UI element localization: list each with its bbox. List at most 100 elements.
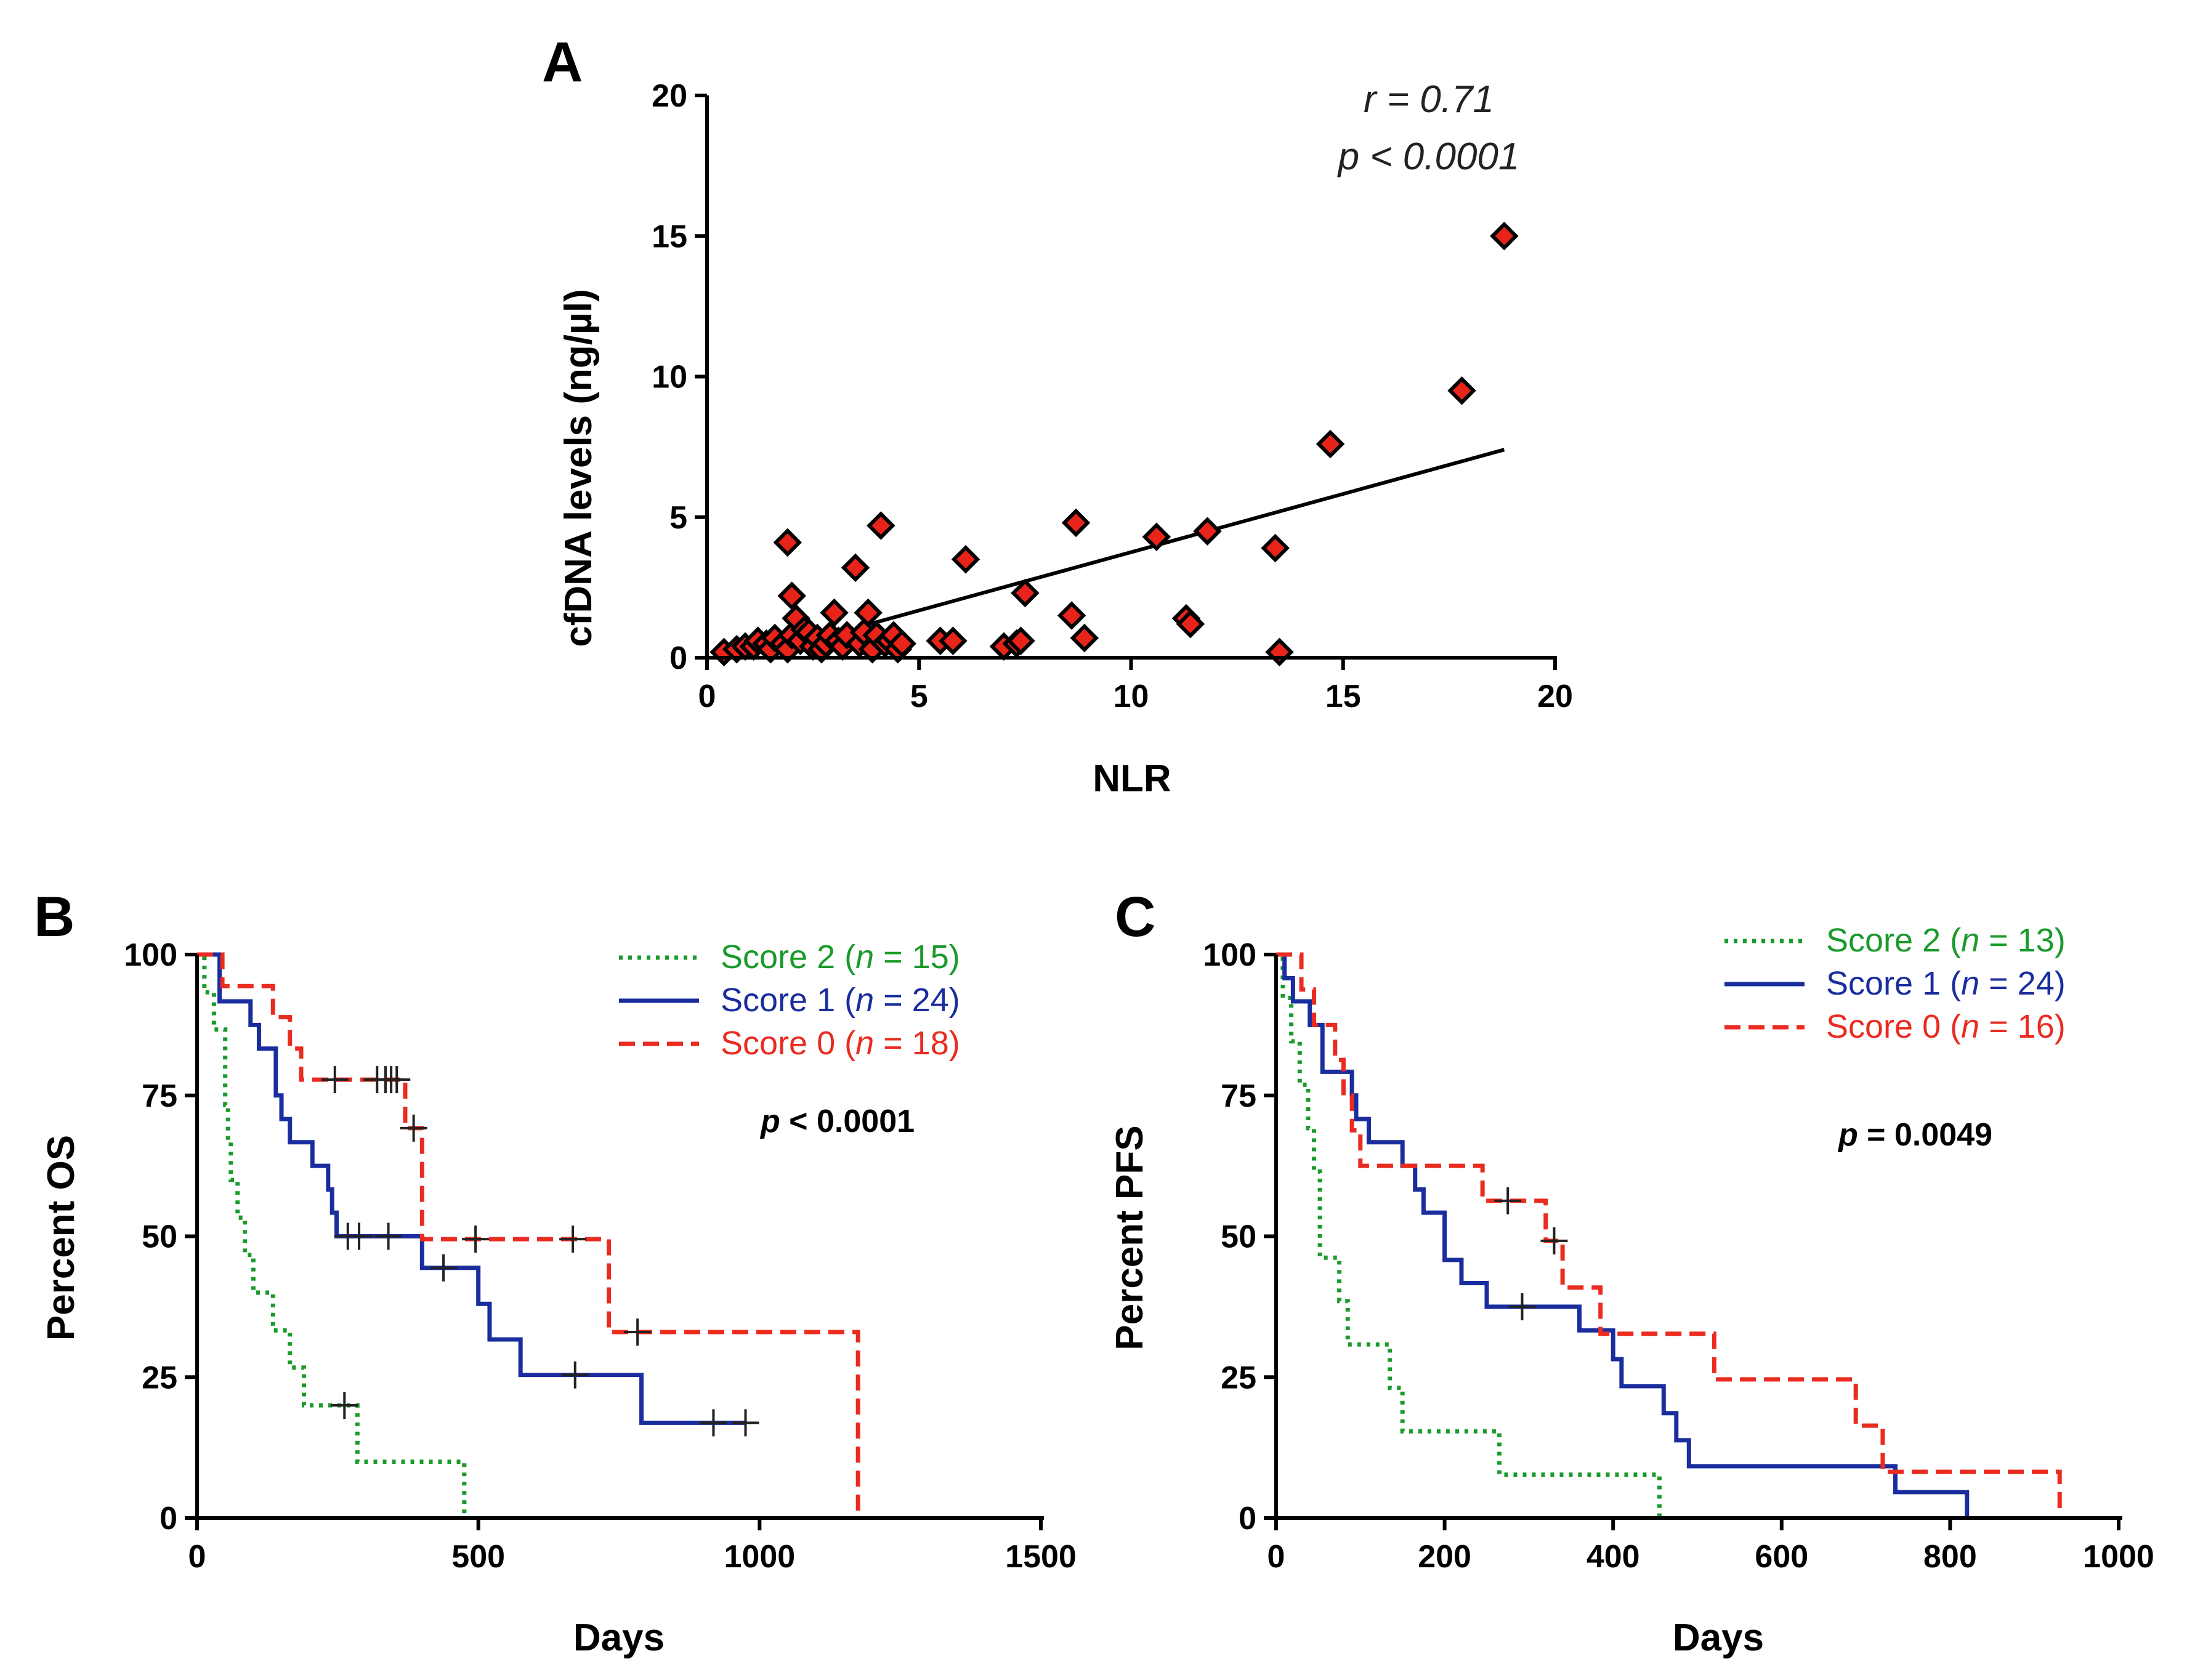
scatter-point: [1176, 609, 1205, 639]
legend-series-name: Score 1 (: [721, 982, 855, 1019]
panel-c-x-tick-label: 400: [1587, 1539, 1640, 1575]
scatter-point: [1447, 376, 1476, 405]
panel-a-letter: A: [542, 31, 583, 94]
panel-c-y-tick-label: 100: [1203, 937, 1256, 973]
panel-a-y-axis-title: cfDNA levels (ng/µl): [557, 289, 600, 647]
panel-c-p-value: p = 0.0049: [1837, 1117, 1992, 1153]
scatter-point: [1070, 623, 1099, 653]
legend-n-value: = 24): [874, 982, 960, 1019]
km-curve-score-2: [197, 952, 467, 1518]
panel-a-x-tick-label: 10: [1114, 679, 1149, 714]
scatter-point: [951, 544, 980, 574]
panel-b-letter: B: [34, 886, 75, 948]
panel-c-p-symbol: p: [1837, 1117, 1858, 1153]
panel-b-x-tick-label: 500: [451, 1539, 505, 1575]
panel-a-y-tick-label: 20: [652, 78, 687, 114]
km-curve-score-1: [197, 952, 746, 1425]
legend-n-symbol: n: [1961, 922, 1979, 959]
legend-label-score-0: Score 0 (n = 16): [1826, 1008, 2066, 1045]
legend-series-name: Score 1 (: [1826, 965, 1961, 1002]
scatter-point: [773, 528, 802, 557]
panel-b-x-tick-label: 0: [188, 1539, 206, 1575]
panel-c-y-tick-label: 0: [1239, 1501, 1256, 1537]
legend-n-value: = 13): [1979, 922, 2066, 959]
panel-b-curves: [197, 952, 860, 1518]
scatter-point: [820, 598, 849, 628]
panel-a-regression-layer: [859, 448, 1505, 629]
panel-c-letter: C: [1115, 886, 1155, 948]
legend-n-value: = 24): [1979, 965, 2066, 1002]
panel-b-y-tick-label: 0: [160, 1501, 177, 1537]
panel-c-y-axis-title: Percent PFS: [1109, 1125, 1151, 1350]
panel-c: C 0 200 400 600 800 1000 0 25 50 75 100 Days Perce…: [1109, 886, 2154, 1659]
panel-c-y-tick-label: 50: [1221, 1219, 1256, 1255]
panel-a-p-value: p < 0.0001: [1337, 135, 1520, 178]
legend-n-symbol: n: [1961, 965, 1979, 1002]
panel-b-x-tick-label: 1500: [1005, 1539, 1077, 1575]
panel-b-x-tick-label: 1000: [724, 1539, 795, 1575]
legend-n-value: = 16): [1979, 1008, 2066, 1045]
legend-n-symbol: n: [855, 939, 874, 975]
panel-c-legend: Score 2 (n = 13) Score 1 (n = 24) Score 0 …: [1724, 922, 2066, 1045]
panel-a-x-tick-label: 5: [910, 679, 928, 714]
panel-a-points: [709, 222, 1519, 667]
legend-label-score-0: Score 0 (n = 18): [721, 1025, 960, 1062]
panel-c-x-tick-label: 800: [1923, 1539, 1977, 1575]
panel-b-p-text: < 0.0001: [780, 1104, 915, 1139]
scatter-point: [1057, 601, 1086, 630]
panel-b: B 0 500 1000 1500 0 25 50 75 100 Days Percent OS…: [34, 886, 1077, 1659]
panel-b-y-tick-label: 75: [142, 1078, 177, 1114]
panel-c-x-tick-label: 600: [1755, 1539, 1808, 1575]
panel-c-x-axis-title: Days: [1673, 1617, 1764, 1659]
panel-b-y-tick-label: 50: [142, 1219, 177, 1255]
legend-n-symbol: n: [855, 1025, 874, 1062]
regression-line: [859, 448, 1505, 629]
scatter-point: [1142, 522, 1171, 551]
panel-a-r-value: r = 0.71: [1364, 78, 1494, 121]
panel-c-y-tick-label: 25: [1221, 1360, 1256, 1395]
panel-b-ticks: 0 500 1000 1500 0 25 50 75 100: [124, 937, 1077, 1575]
scatter-point: [777, 581, 806, 610]
panel-b-y-axis-title: Percent OS: [40, 1135, 83, 1341]
panel-a-x-tick-label: 15: [1325, 679, 1361, 714]
panel-a-y-tick-label: 15: [652, 219, 687, 254]
panel-c-x-tick-label: 200: [1418, 1539, 1471, 1575]
km-curve-score-0: [1276, 952, 2062, 1518]
legend-n-value: = 15): [874, 939, 960, 975]
scatter-point: [1011, 578, 1040, 608]
scatter-point: [841, 553, 870, 583]
panel-a-y-tick-label: 5: [669, 500, 687, 536]
scatter-point: [939, 626, 968, 655]
legend-label-score-2: Score 2 (n = 15): [721, 939, 960, 975]
legend-series-name: Score 2 (: [721, 939, 855, 975]
legend-label-score-1: Score 1 (n = 24): [721, 982, 960, 1019]
km-curve-score-2: [1276, 952, 1662, 1518]
km-curve-score-1: [1276, 952, 1970, 1518]
panel-c-ticks: 0 200 400 600 800 1000 0 25 50 75 100: [1203, 937, 2154, 1575]
panel-a: A 0 5 10 15 20 0 5 10 15 20 NLR cfDNA levels (ng/…: [542, 31, 1573, 800]
panel-c-x-tick-label: 0: [1267, 1539, 1285, 1575]
scatter-point: [1193, 517, 1222, 546]
scatter-point: [1261, 533, 1290, 563]
panel-a-y-tick-label: 0: [669, 640, 687, 676]
legend-n-symbol: n: [1961, 1008, 1979, 1045]
scatter-point: [867, 511, 895, 540]
scatter-point: [1061, 508, 1091, 538]
panel-a-y-tick-label: 10: [652, 360, 687, 395]
scatter-point: [1490, 222, 1519, 251]
legend-series-name: Score 0 (: [1826, 1008, 1961, 1045]
scatter-point: [1006, 626, 1035, 655]
scatter-point: [887, 629, 916, 658]
panel-a-x-tick-label: 0: [698, 679, 716, 714]
panel-b-p-value: p < 0.0001: [759, 1104, 915, 1139]
scatter-point: [1316, 429, 1345, 459]
legend-series-name: Score 0 (: [721, 1025, 855, 1062]
panel-b-p-symbol: p: [759, 1104, 780, 1139]
panel-a-ticks: 0 5 10 15 20 0 5 10 15 20: [652, 78, 1573, 714]
panel-c-curves: [1276, 952, 2062, 1518]
legend-n-symbol: n: [855, 982, 874, 1019]
legend-label-score-2: Score 2 (n = 13): [1826, 922, 2066, 959]
panel-b-y-tick-label: 25: [142, 1360, 177, 1395]
scatter-point: [1265, 637, 1294, 667]
